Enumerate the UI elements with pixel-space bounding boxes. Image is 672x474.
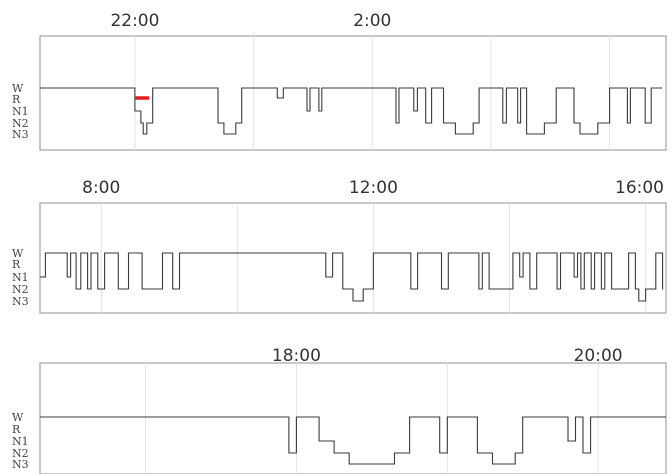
stage-label: N2: [12, 447, 29, 460]
stage-label: N3: [12, 128, 29, 141]
plot-frame: [39, 362, 667, 474]
stage-label: N3: [12, 295, 29, 308]
time-tick-label: 20:00: [574, 346, 623, 366]
stage-label: N1: [12, 271, 29, 284]
stage-label: R: [12, 258, 21, 271]
time-tick-label: 12:00: [349, 178, 398, 198]
stage-label: N3: [12, 458, 29, 471]
sleep-stage-trace: [40, 416, 666, 465]
time-tick-label: 8:00: [82, 178, 120, 198]
sleep-stage-trace: [40, 87, 662, 135]
time-tick-label: 2:00: [353, 11, 391, 31]
stage-label: N2: [12, 117, 29, 130]
time-tick-label: 22:00: [110, 11, 159, 31]
time-tick-label: 18:00: [272, 346, 321, 366]
stage-label: N1: [12, 105, 29, 118]
time-tick-label: 16:00: [615, 178, 664, 198]
stage-label: N2: [12, 283, 29, 296]
sleep-stage-trace: [40, 252, 664, 302]
stage-label: R: [12, 93, 21, 106]
stage-label: N1: [12, 435, 29, 448]
plot-frame: [39, 35, 667, 151]
stage-label: W: [12, 247, 24, 260]
stage-label: R: [12, 423, 21, 436]
plot-frame: [39, 202, 667, 314]
stage-label: W: [12, 411, 24, 424]
stage-label: W: [12, 82, 24, 95]
